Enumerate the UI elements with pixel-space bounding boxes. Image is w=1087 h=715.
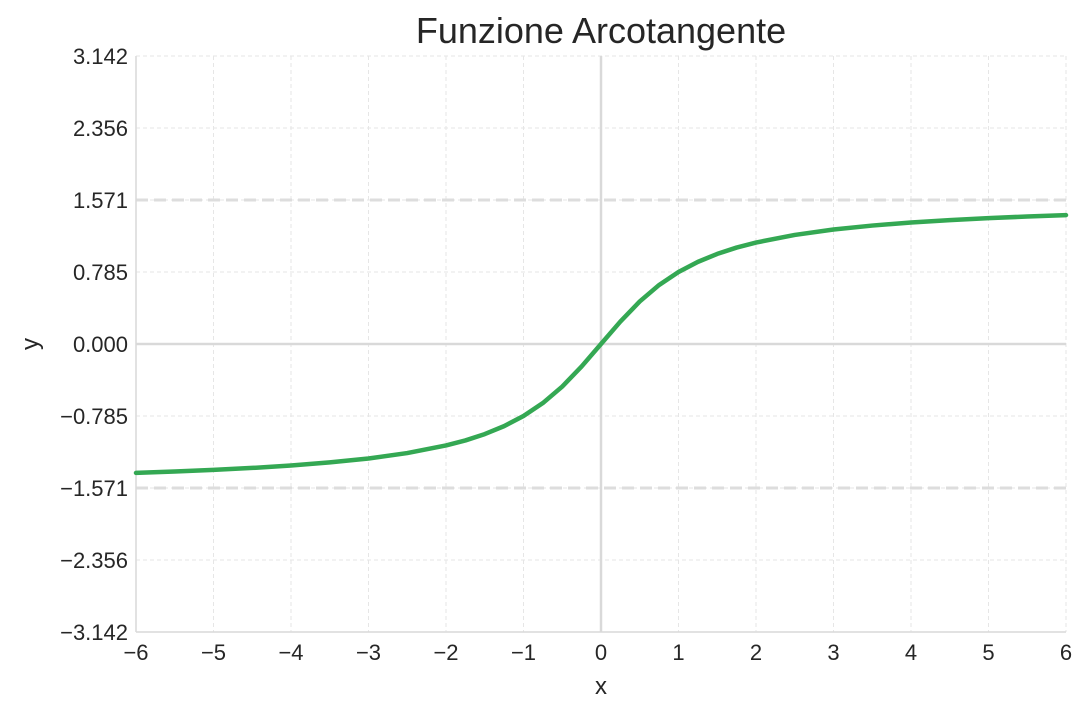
x-tick-label: 2 — [750, 640, 762, 665]
y-axis-title: y — [17, 338, 44, 350]
y-tick-label: −0.785 — [60, 404, 128, 429]
x-tick-label: −4 — [278, 640, 303, 665]
x-tick-label: −3 — [356, 640, 381, 665]
y-tick-label: 2.356 — [73, 116, 128, 141]
y-tick-label: 3.142 — [73, 44, 128, 69]
y-tick-label: 0.000 — [73, 332, 128, 357]
x-tick-label: 6 — [1060, 640, 1072, 665]
x-axis-title: x — [595, 673, 607, 700]
chart-title: Funzione Arcotangente — [416, 10, 786, 51]
x-tick-label: 0 — [595, 640, 607, 665]
x-tick-label: −5 — [201, 640, 226, 665]
x-tick-label: 4 — [905, 640, 917, 665]
asymptotes — [136, 198, 1066, 490]
y-tick-label: −1.571 — [60, 476, 128, 501]
plot-frame — [135, 56, 1066, 633]
y-tick-label: 0.785 — [73, 260, 128, 285]
x-tick-label: 3 — [827, 640, 839, 665]
arctangent-series-line — [133, 212, 1069, 476]
y-tick-label: 1.571 — [73, 188, 128, 213]
x-tick-label: −6 — [123, 640, 148, 665]
x-tick-label: −1 — [511, 640, 536, 665]
y-tick-labels: 3.142 2.356 1.571 0.785 0.000 −0.785 −1.571 −2.… — [60, 44, 128, 645]
x-tick-label: 5 — [982, 640, 994, 665]
y-tick-label: −2.356 — [60, 548, 128, 573]
x-tick-labels: −6 −5 −4 −3 −2 −1 0 1 2 3 4 5 6 — [123, 640, 1072, 665]
series-layer — [133, 212, 1069, 476]
x-tick-label: 1 — [672, 640, 684, 665]
x-tick-label: −2 — [433, 640, 458, 665]
y-tick-label: −3.142 — [60, 620, 128, 645]
